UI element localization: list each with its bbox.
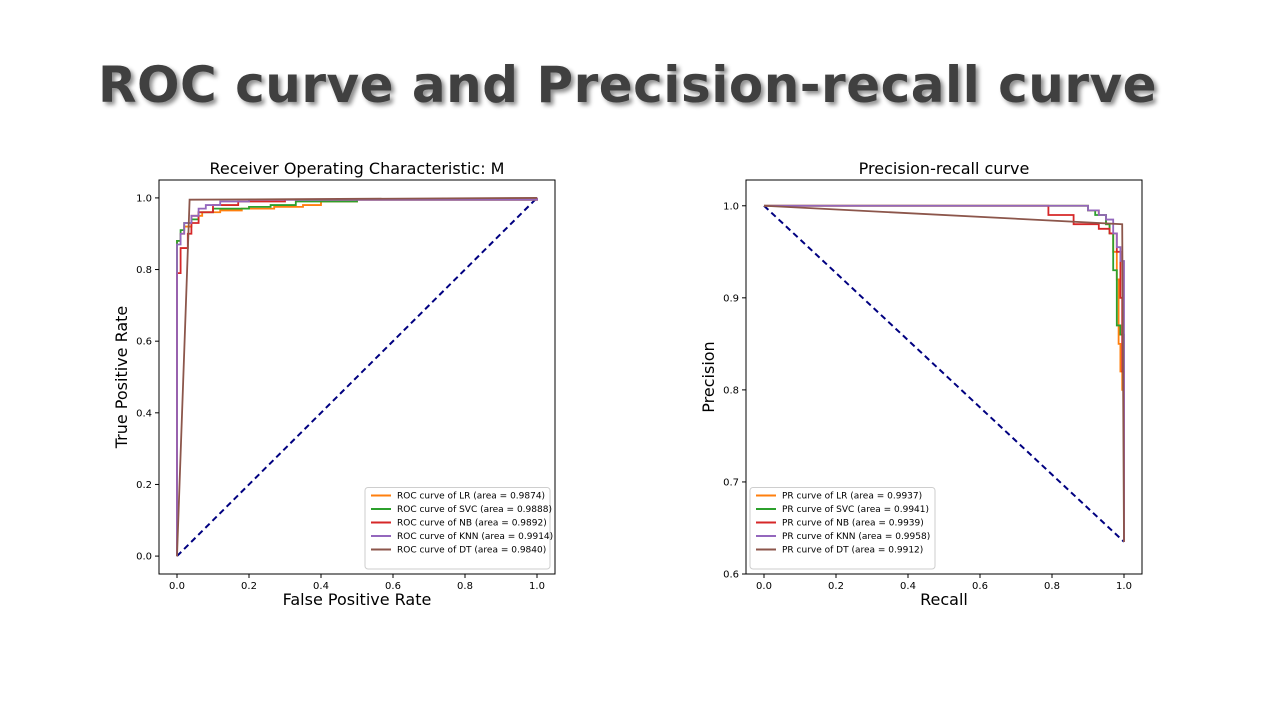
y-tick-label: 0.0 [136,552,152,563]
series-line-4 [176,197,538,557]
legend-label-1: PR curve of SVC (area = 0.9941) [782,505,929,515]
y-tick-label: 1.0 [723,201,739,212]
y-tick-label: 1.0 [136,193,152,204]
y-axis-label: True Positive Rate [112,306,131,450]
roc-chart: Receiver Operating Characteristic: M 0.0 0… [112,159,556,609]
x-tick-label: 0.8 [457,581,473,592]
legend-label-3: ROC curve of KNN (area = 0.9914) [397,532,553,542]
legend-label-3: PR curve of KNN (area = 0.9958) [782,532,930,542]
precision-recall-chart: Precision-recall curve 0.0 0.2 0.4 0.6 0.8 1.0… [699,159,1143,609]
x-tick-label: 0.2 [828,581,844,592]
y-tick-label: 0.6 [723,570,739,581]
y-tick-label: 0.9 [723,293,739,304]
x-axis-label: Recall [920,590,968,609]
legend-label-0: ROC curve of LR (area = 0.9874) [397,492,545,502]
reference-line [176,197,538,557]
x-axis-label: False Positive Rate [283,590,432,609]
y-tick-label: 0.8 [136,265,152,276]
series-line-2 [176,197,538,557]
plot-frame [745,179,1143,575]
y-tick-label: 0.4 [136,408,152,419]
reference-line [763,205,1125,543]
x-tick-label: 0.0 [756,581,772,592]
legend-label-1: ROC curve of SVC (area = 0.9888) [397,505,552,515]
legend-label-2: ROC curve of NB (area = 0.9892) [397,519,547,529]
series-line-3 [176,197,538,557]
y-tick-label: 0.8 [723,385,739,396]
x-tick-label: 0.2 [241,581,257,592]
legend-box [749,487,936,570]
x-tick-label: 0.6 [972,581,988,592]
legend-label-0: PR curve of LR (area = 0.9937) [782,492,922,502]
slide-title: ROC curve and Precision-recall curve [98,56,1158,114]
legend-label-4: PR curve of DT (area = 0.9912) [782,546,923,556]
x-tick-label: 0.8 [1044,581,1060,592]
y-tick-label: 0.7 [723,477,739,488]
x-tick-label: 1.0 [529,581,545,592]
x-tick-label: 0.0 [169,581,185,592]
legend-label-4: ROC curve of DT (area = 0.9840) [397,546,546,556]
plot-frame [158,179,556,575]
x-tick-label: 0.6 [385,581,401,592]
series-line-4 [763,204,1125,542]
legend-label-2: PR curve of NB (area = 0.9939) [782,519,924,529]
x-tick-label: 1.0 [1116,581,1132,592]
chart-title: Receiver Operating Characteristic: M [210,159,505,178]
chart-title: Precision-recall curve [859,159,1030,178]
legend-box [364,487,551,570]
y-axis-label: Precision [699,341,718,412]
y-tick-label: 0.6 [136,337,152,348]
x-tick-label: 0.4 [900,581,916,592]
y-tick-label: 0.2 [136,480,152,491]
x-tick-label: 0.4 [313,581,329,592]
